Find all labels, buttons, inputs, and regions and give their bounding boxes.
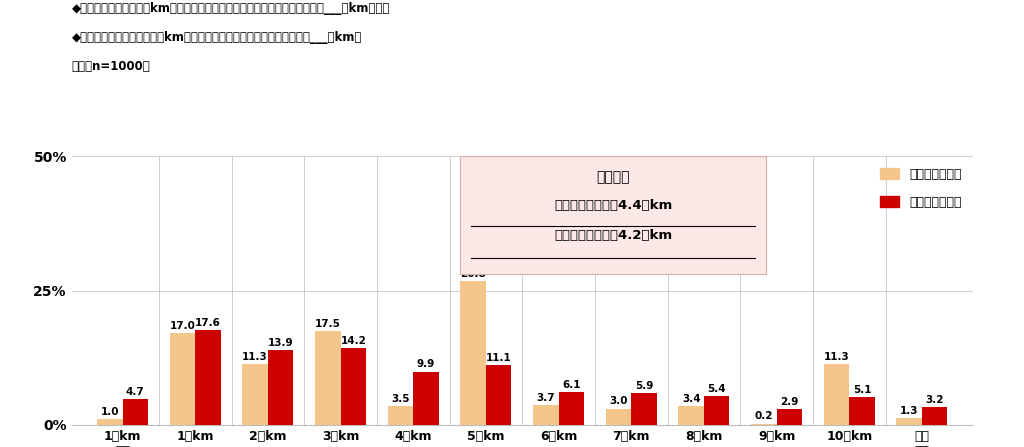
Bar [922, 408, 947, 425]
Bar [196, 330, 220, 425]
Text: 17.0: 17.0 [170, 321, 196, 331]
Bar [486, 365, 511, 425]
Text: ◆最終的に、走行距離が何万kmの中古車を購入したか［数値入力形式：___万km］: ◆最終的に、走行距離が何万kmの中古車を購入したか［数値入力形式：___万km］ [72, 31, 362, 44]
Text: 9.9: 9.9 [417, 359, 435, 369]
Legend: 希望の走行距離, 実際の走行距離: 希望の走行距離, 実際の走行距離 [876, 163, 967, 214]
Bar [341, 349, 366, 425]
Text: 5.4: 5.4 [708, 384, 726, 393]
Text: 13.9: 13.9 [268, 338, 294, 348]
Bar [849, 397, 874, 425]
Text: 実際の走行距離：4.2万km: 実際の走行距離：4.2万km [554, 229, 672, 242]
Text: 3.2: 3.2 [926, 395, 944, 405]
Bar [315, 331, 341, 425]
Text: 11.1: 11.1 [485, 353, 512, 363]
Text: 11.3: 11.3 [823, 352, 850, 362]
Text: 6.1: 6.1 [562, 380, 581, 390]
Bar [679, 406, 703, 425]
Text: 3.0: 3.0 [609, 396, 628, 406]
Bar [896, 417, 922, 425]
Bar [534, 405, 558, 425]
Text: 3.5: 3.5 [391, 394, 410, 404]
Bar [243, 364, 268, 425]
Text: 5.9: 5.9 [635, 381, 653, 391]
Text: 17.5: 17.5 [315, 319, 341, 329]
Bar [170, 333, 196, 425]
Bar [752, 424, 776, 425]
Text: 5.1: 5.1 [853, 385, 871, 395]
Text: 0.2: 0.2 [755, 411, 773, 422]
Bar [776, 409, 802, 425]
Text: ◆当初、走行距離が何万km以内の中古車を希望していたか［数値入力形式：___万km以内］: ◆当初、走行距離が何万km以内の中古車を希望していたか［数値入力形式：___万k… [72, 2, 390, 15]
Bar [461, 156, 766, 274]
Bar [703, 396, 729, 425]
Bar [414, 371, 438, 425]
Text: 3.7: 3.7 [537, 392, 555, 403]
Text: 11.3: 11.3 [243, 352, 268, 362]
Bar [388, 406, 414, 425]
Text: 希望の走行距離：4.4万km: 希望の走行距離：4.4万km [554, 199, 672, 212]
Text: 14.2: 14.2 [340, 336, 367, 346]
Bar [824, 364, 849, 425]
Text: 2.9: 2.9 [780, 397, 799, 407]
Bar [97, 419, 123, 425]
Bar [123, 400, 148, 425]
Text: 【平均】: 【平均】 [596, 170, 630, 184]
Text: 17.6: 17.6 [195, 318, 221, 328]
Bar [606, 409, 631, 425]
Text: 1.0: 1.0 [100, 407, 119, 417]
Text: 26.8: 26.8 [461, 269, 486, 279]
Text: 全体【n=1000】: 全体【n=1000】 [72, 60, 151, 73]
Bar [631, 393, 656, 425]
Bar [461, 281, 486, 425]
Bar [268, 350, 293, 425]
Text: 3.4: 3.4 [682, 394, 700, 404]
Text: 1.3: 1.3 [900, 405, 919, 416]
Bar [558, 392, 584, 425]
Text: 4.7: 4.7 [126, 387, 144, 397]
